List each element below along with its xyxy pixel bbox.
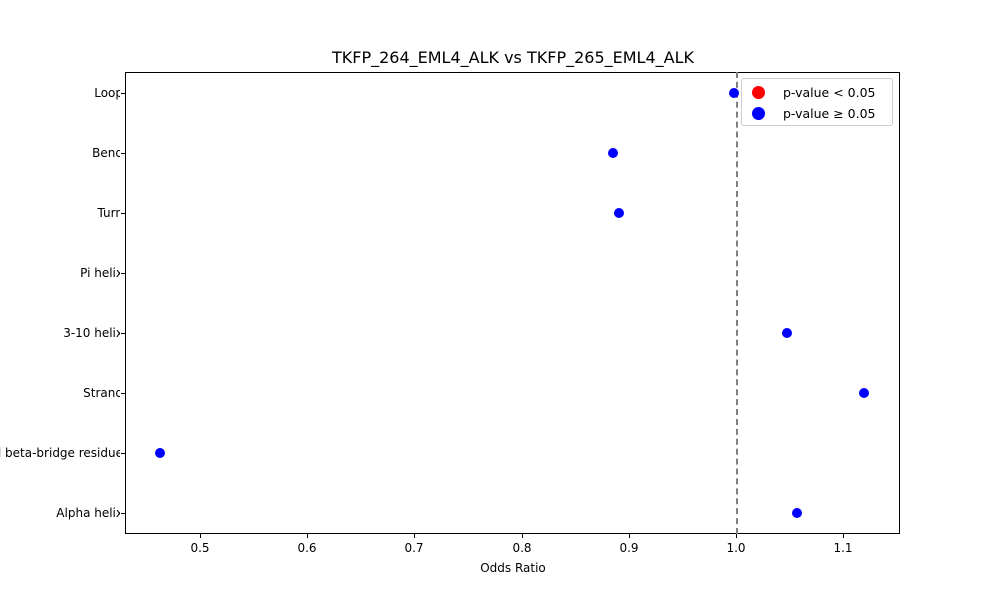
xtick-label: 0.8 bbox=[512, 541, 532, 555]
ytick-label-alpha-helix: Alpha helix bbox=[56, 506, 120, 520]
ytick-mark bbox=[121, 153, 125, 154]
ytick-mark bbox=[121, 213, 125, 214]
ytick-label-isolated-beta-bridge: Isolated beta-bridge residue bbox=[0, 446, 120, 460]
xtick-label: 0.5 bbox=[190, 541, 210, 555]
x-axis-label: Odds Ratio bbox=[480, 561, 546, 575]
reference-line-odds-ratio-1 bbox=[736, 72, 738, 534]
blue-dot-icon bbox=[752, 106, 765, 120]
ytick-mark bbox=[121, 393, 125, 394]
ytick-mark bbox=[121, 273, 125, 274]
legend-label: p-value < 0.05 bbox=[783, 84, 876, 100]
legend-entry-not-significant: p-value ≥ 0.05 bbox=[752, 103, 876, 123]
xtick-label: 1.0 bbox=[726, 541, 746, 555]
xtick-label: 0.7 bbox=[404, 541, 424, 555]
xtick-label: 0.9 bbox=[619, 541, 639, 555]
ytick-mark bbox=[121, 93, 125, 94]
data-point bbox=[728, 88, 739, 98]
xtick-mark bbox=[200, 534, 201, 538]
ytick-label-strand: Strand bbox=[83, 386, 120, 400]
xtick-mark bbox=[522, 534, 523, 538]
legend: p-value < 0.05 p-value ≥ 0.05 bbox=[741, 78, 893, 126]
ytick-label-bend: Bend bbox=[92, 146, 120, 160]
data-point bbox=[607, 148, 618, 158]
legend-label: p-value ≥ 0.05 bbox=[783, 105, 876, 121]
ytick-mark bbox=[121, 513, 125, 514]
legend-entry-significant: p-value < 0.05 bbox=[752, 82, 876, 102]
xtick-mark bbox=[307, 534, 308, 538]
xtick-mark bbox=[629, 534, 630, 538]
xtick-mark bbox=[843, 534, 844, 538]
plot-area bbox=[125, 72, 900, 534]
data-point bbox=[792, 508, 803, 518]
data-point bbox=[782, 328, 793, 338]
xtick-label: 1.1 bbox=[833, 541, 853, 555]
xtick-label: 0.6 bbox=[297, 541, 317, 555]
xtick-mark bbox=[736, 534, 737, 538]
ytick-label-turn: Turn bbox=[97, 206, 120, 220]
xtick-mark bbox=[414, 534, 415, 538]
ytick-mark bbox=[121, 453, 125, 454]
data-point bbox=[155, 448, 166, 458]
ytick-label-pi-helix: Pi helix bbox=[80, 266, 120, 280]
red-dot-icon bbox=[752, 85, 765, 99]
ytick-label-loop: Loop bbox=[94, 86, 120, 100]
data-point bbox=[858, 388, 869, 398]
ytick-mark bbox=[121, 333, 125, 334]
ytick-label-3-10-helix: 3-10 helix bbox=[63, 326, 120, 340]
chart-title: TKFP_264_EML4_ALK vs TKFP_265_EML4_ALK bbox=[331, 48, 694, 67]
data-point bbox=[614, 208, 625, 218]
y-axis-labels: Loop Bend Turn Pi helix 3-10 helix Stran… bbox=[0, 0, 120, 600]
